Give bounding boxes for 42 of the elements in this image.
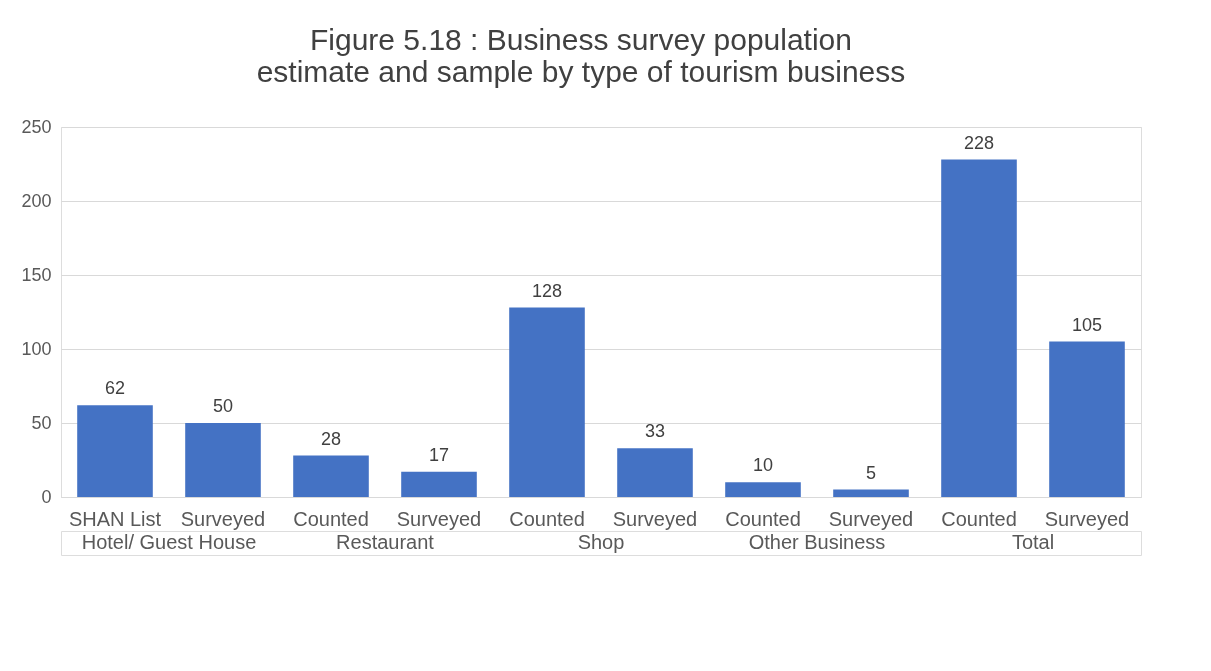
y-tick-label: 200 bbox=[21, 190, 52, 211]
x-tick-label: Surveyed bbox=[1044, 507, 1130, 530]
bar bbox=[725, 482, 801, 497]
x-tick-label: Counted bbox=[725, 507, 801, 530]
data-label: 62 bbox=[104, 378, 126, 399]
data-label: 228 bbox=[963, 132, 995, 153]
text: Hotel/ Guest House bbox=[81, 531, 257, 553]
x-tick-label: Counted bbox=[293, 507, 369, 530]
bar bbox=[293, 455, 369, 497]
bar bbox=[1049, 341, 1125, 497]
data-label: 5 bbox=[865, 462, 877, 483]
y-tick-label: 250 bbox=[21, 116, 52, 137]
bar bbox=[617, 448, 693, 497]
x-tick-label: Surveyed bbox=[396, 507, 482, 530]
text: Total bbox=[1011, 531, 1055, 553]
bar bbox=[941, 159, 1017, 497]
data-label: 17 bbox=[428, 444, 450, 465]
data-label: 128 bbox=[531, 280, 563, 301]
y-tick-label: 0 bbox=[41, 486, 52, 507]
x-tick-label: SHAN List bbox=[68, 507, 162, 530]
bar bbox=[833, 489, 909, 497]
data-label: 28 bbox=[320, 428, 342, 449]
x-tick-label: Surveyed bbox=[828, 507, 914, 530]
bar bbox=[401, 471, 477, 497]
bar bbox=[185, 423, 261, 497]
x-tick-label: Surveyed bbox=[180, 507, 266, 530]
chart-title: Figure 5.18 : Business survey population estimate and sample by type of tourism business bbox=[256, 22, 906, 88]
data-label: 50 bbox=[212, 396, 234, 416]
text: Other Business bbox=[748, 531, 886, 553]
data-label: 10 bbox=[752, 455, 774, 476]
data-label: 105 bbox=[1071, 314, 1103, 335]
x-tick-label: Surveyed bbox=[612, 507, 698, 530]
data-label: 33 bbox=[644, 421, 666, 442]
y-tick-label: 150 bbox=[21, 264, 52, 285]
y-tick-label: 100 bbox=[21, 338, 52, 359]
bar bbox=[77, 405, 153, 497]
text: Shop bbox=[577, 531, 625, 553]
x-tick-label: Counted bbox=[509, 507, 585, 530]
bar bbox=[509, 307, 585, 497]
y-tick-label: 50 bbox=[31, 412, 52, 433]
x-tick-label: Counted bbox=[941, 507, 1017, 530]
text: Restaurant bbox=[336, 531, 435, 553]
